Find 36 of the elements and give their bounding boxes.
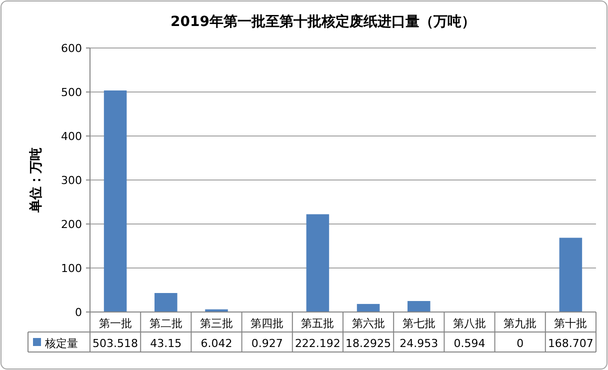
x-tick-label: 第三批 <box>200 317 233 330</box>
data-label: 0.594 <box>454 337 486 350</box>
x-tick-label: 第十批 <box>554 317 588 330</box>
data-label: 503.518 <box>92 337 138 350</box>
data-label: 6.042 <box>200 337 232 350</box>
y-tick-label: 0 <box>75 306 82 319</box>
data-label: 43.15 <box>150 337 182 350</box>
data-label: 24.953 <box>400 337 438 350</box>
y-tick-label: 300 <box>61 174 82 187</box>
bar <box>104 90 127 312</box>
x-tick-label: 第四批 <box>250 317 284 330</box>
data-label: 0.927 <box>251 337 283 350</box>
data-label: 18.2925 <box>346 337 392 350</box>
x-tick-label: 第九批 <box>504 317 537 330</box>
chart-title: 2019年第一批至第十批核定废纸进口量（万吨） <box>170 13 476 30</box>
x-tick-label: 第六批 <box>352 317 385 330</box>
legend-label: 核定量 <box>44 337 78 350</box>
y-tick-label: 600 <box>61 42 82 55</box>
bar <box>306 214 330 312</box>
y-tick-label: 100 <box>61 262 82 275</box>
data-label: 222.192 <box>294 337 340 350</box>
y-tick-label: 400 <box>61 130 82 143</box>
x-tick-label: 第五批 <box>301 317 334 330</box>
y-axis-title: 单位：万吨 <box>28 148 44 214</box>
bar <box>356 304 380 312</box>
y-tick-label: 200 <box>61 218 82 231</box>
y-tick-label: 500 <box>61 86 82 99</box>
x-tick-label: 第七批 <box>402 317 436 330</box>
x-tick-label: 第二批 <box>149 317 182 330</box>
bar <box>559 238 582 312</box>
data-label: 0 <box>516 337 524 350</box>
x-tick-label: 第一批 <box>98 317 132 330</box>
data-label: 168.707 <box>548 337 594 350</box>
bar <box>408 301 430 312</box>
bar <box>154 293 178 312</box>
x-tick-label: 第八批 <box>453 317 486 330</box>
